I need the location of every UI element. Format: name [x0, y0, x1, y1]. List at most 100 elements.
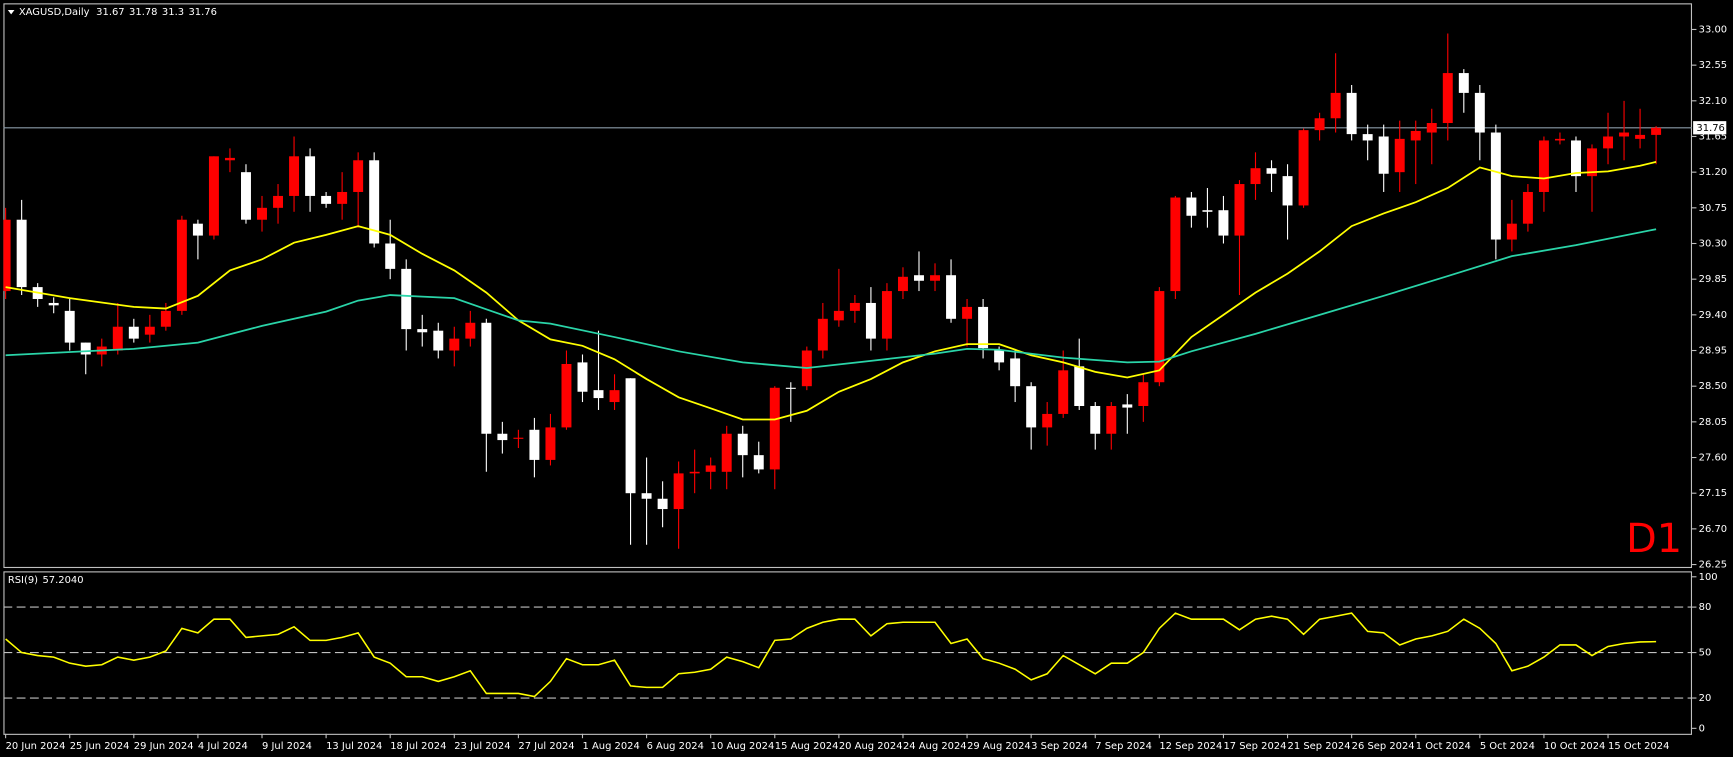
candle-body — [1603, 136, 1614, 149]
y-tick-label: 30.75 — [1699, 203, 1727, 214]
candle-body — [1410, 130, 1421, 141]
candle-body — [241, 172, 251, 220]
candle-body — [897, 276, 908, 292]
candle-body — [1266, 168, 1277, 174]
candle-body — [1651, 127, 1662, 135]
x-tick-label: 29 Jun 2024 — [134, 741, 194, 752]
y-tick-label: 30.30 — [1699, 239, 1727, 250]
candle-body — [112, 326, 123, 351]
candle-body — [289, 156, 300, 196]
candle-body — [625, 378, 636, 494]
candle-body — [144, 326, 155, 335]
candle-body — [817, 318, 828, 351]
header-high: 31.78 — [129, 7, 157, 18]
x-tick-label: 17 Sep 2024 — [1223, 741, 1286, 752]
current-price-label: 31.76 — [1696, 123, 1724, 134]
candle-body — [1474, 92, 1485, 133]
candle-body — [1106, 406, 1117, 434]
candle-body — [881, 291, 892, 339]
candle-body — [48, 302, 59, 306]
candle-body — [833, 310, 844, 321]
candle-body — [1394, 138, 1405, 173]
rsi-header: RSI(9) 57.2040 — [8, 575, 84, 586]
candle-body — [224, 157, 235, 161]
candle-body — [192, 223, 203, 236]
rsi-line — [5, 612, 1657, 698]
y-tick-label: 27.15 — [1699, 488, 1727, 499]
candle-body — [128, 326, 139, 339]
x-tick-label: 7 Sep 2024 — [1095, 741, 1152, 752]
x-tick-label: 13 Jul 2024 — [326, 741, 382, 752]
y-tick-label: 29.40 — [1699, 310, 1727, 321]
candle-body — [737, 433, 748, 456]
y-tick-label: 29.85 — [1699, 274, 1727, 285]
x-tick-label: 4 Jul 2024 — [198, 741, 248, 752]
x-tick-label: 23 Jul 2024 — [454, 741, 510, 752]
candle-body — [1202, 210, 1213, 212]
rsi-y-tick-label: 100 — [1699, 572, 1718, 583]
candle-body — [176, 219, 187, 311]
chart-header: XAGUSD,Daily 31.67 31.78 31.3 31.76 — [19, 7, 217, 18]
candle-body — [930, 275, 940, 281]
axes: 33.00 32.55 32.10 31.65 31.20 30.75 30.30 29.85… — [5, 24, 1727, 752]
candle-body — [689, 471, 700, 474]
current-price-box — [1693, 121, 1727, 135]
candle-body — [1122, 404, 1133, 408]
candle-body — [465, 322, 476, 339]
x-tick-label: 20 Aug 2024 — [839, 741, 903, 752]
x-tick-label: 12 Sep 2024 — [1159, 741, 1222, 752]
candle-body — [753, 455, 764, 470]
menu-triangle[interactable] — [7, 9, 15, 15]
x-tick-label: 9 Jul 2024 — [262, 741, 312, 752]
candle-body — [369, 160, 380, 244]
candle-body — [433, 330, 444, 351]
x-tick-label: 26 Sep 2024 — [1352, 741, 1415, 752]
x-tick-label: 27 Jul 2024 — [518, 741, 574, 752]
candle-body — [1090, 406, 1101, 434]
candle-body — [1458, 73, 1469, 93]
candle-body — [1154, 291, 1165, 383]
candle-body — [609, 390, 620, 403]
x-tick-label: 21 Sep 2024 — [1288, 741, 1351, 752]
candle-body — [305, 156, 316, 196]
y-tick-label: 33.00 — [1699, 24, 1727, 35]
candle-body — [641, 493, 652, 499]
candle-body — [994, 350, 1005, 363]
candle-body — [1058, 370, 1069, 414]
rsi-label: RSI(9) — [8, 575, 38, 586]
candle-body — [385, 243, 396, 269]
x-tick-label: 29 Aug 2024 — [967, 741, 1031, 752]
rsi-plot — [3, 606, 1693, 699]
candle-body — [593, 390, 604, 399]
rsi-current: 57.2040 — [42, 575, 83, 586]
header-open: 31.67 — [96, 7, 124, 18]
x-tick-label: 15 Oct 2024 — [1608, 741, 1669, 752]
candle-body — [353, 160, 364, 192]
candle-body — [1250, 168, 1261, 185]
candle-body — [1218, 210, 1229, 236]
candle-body — [1282, 176, 1293, 206]
candle-body — [16, 219, 27, 288]
candle-body — [769, 387, 780, 470]
candle-body — [337, 191, 348, 204]
candle-body — [545, 427, 556, 460]
x-tick-label: 20 Jun 2024 — [6, 741, 66, 752]
candle-body — [1234, 184, 1245, 236]
candle-body — [1635, 134, 1646, 139]
candle-body — [1074, 366, 1085, 407]
candle-body — [417, 329, 428, 333]
y-tick-label: 26.70 — [1699, 524, 1727, 535]
candle-body — [785, 387, 796, 389]
x-tick-label: 6 Aug 2024 — [647, 741, 704, 752]
candle-body — [273, 195, 284, 208]
candle-body — [3, 219, 11, 292]
y-tick-label: 31.20 — [1699, 167, 1727, 178]
candle-body — [80, 342, 91, 355]
candle-body — [449, 338, 460, 351]
moving-average-line — [5, 228, 1657, 369]
y-tick-label: 26.25 — [1699, 560, 1727, 571]
candle-body — [1538, 140, 1549, 192]
candle-body — [721, 433, 732, 472]
